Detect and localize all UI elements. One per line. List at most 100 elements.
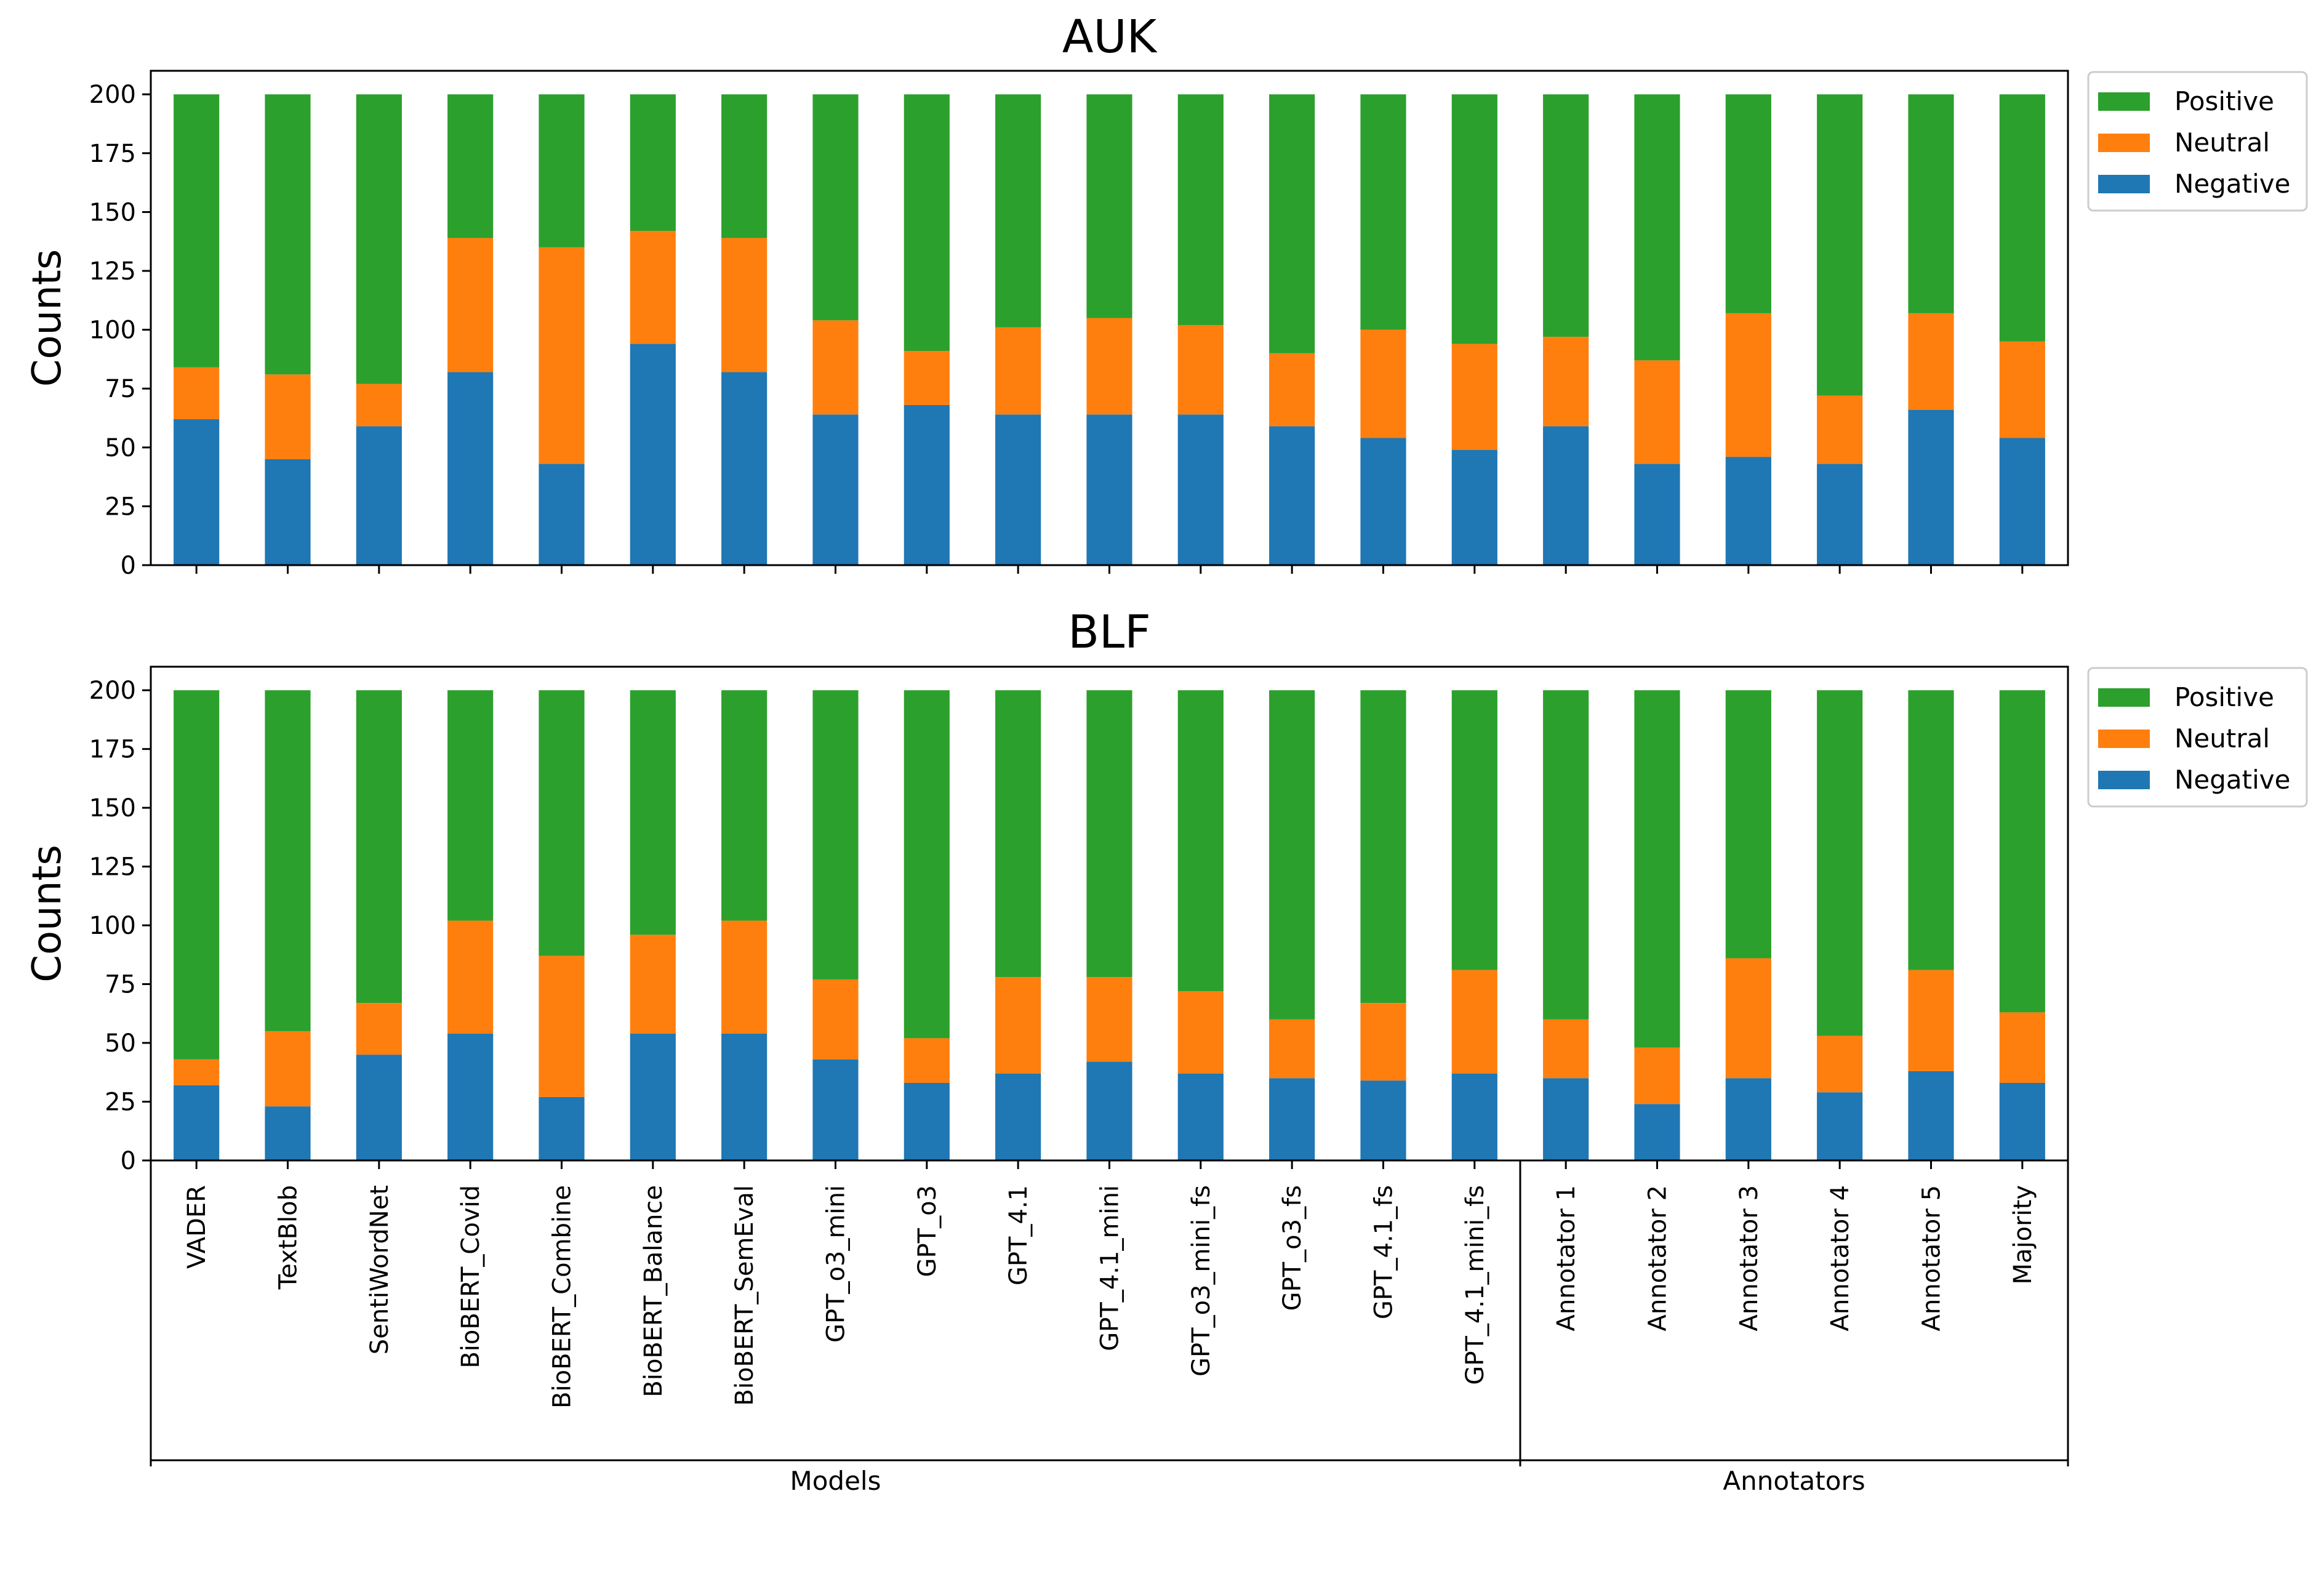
bar-neutral (539, 247, 585, 464)
bar-neutral (1725, 313, 1771, 457)
bar-neutral (1725, 958, 1771, 1079)
bar-neutral (1543, 337, 1589, 427)
bar-neutral (1451, 344, 1497, 450)
x-tick-label: BioBERT_Covid (457, 1185, 485, 1369)
bar-negative (1634, 464, 1680, 565)
x-tick-label: Majority (2009, 1185, 2037, 1285)
bar-negative (539, 464, 585, 565)
y-tick-label: 100 (89, 316, 136, 345)
y-tick-label: 125 (89, 853, 136, 882)
chart-auk: AUK Counts 0 25 50 75 100 125 150 175 200 Positive N… (25, 10, 2308, 580)
bar-negative (356, 426, 402, 565)
x-tick-label: VADER (183, 1185, 211, 1269)
x-tick-label: GPT_o3_mini (822, 1185, 851, 1343)
bar-negative (265, 1106, 311, 1160)
bar-positive (1725, 94, 1771, 313)
bar-negative (1086, 414, 1132, 565)
bar-neutral (1999, 341, 2045, 438)
x-tick-label: TextBlob (274, 1185, 303, 1290)
x-tick-label: BioBERT_Combine (548, 1185, 577, 1409)
bar-neutral (1451, 970, 1497, 1074)
x-tick-label: BioBERT_Balance (639, 1185, 668, 1397)
bar-neutral (904, 1038, 950, 1083)
bar-negative (174, 1085, 220, 1160)
legend-swatch-neutral (2098, 730, 2150, 748)
bars (174, 94, 2045, 565)
legend-swatch-positive (2098, 688, 2150, 707)
bar-neutral (265, 1031, 311, 1107)
x-tick-label: Annotator 5 (1918, 1185, 1946, 1332)
bar-negative (1725, 457, 1771, 565)
legend: Positive Neutral Negative (2087, 667, 2308, 808)
y-tick-label: 200 (89, 677, 136, 705)
x-tick-label: SentiWordNet (366, 1185, 394, 1354)
bar-neutral (1908, 313, 1954, 410)
y-tick-label: 100 (89, 912, 136, 940)
bar-neutral (630, 935, 676, 1034)
legend: Positive Neutral Negative (2087, 71, 2308, 212)
bars (174, 690, 2045, 1160)
bar-negative (1999, 438, 2045, 565)
bar-positive (812, 94, 859, 321)
bar-positive (1817, 690, 1863, 1036)
bar-neutral (447, 920, 494, 1034)
bar-positive (1086, 94, 1132, 318)
bar-positive (904, 690, 950, 1039)
y-tick-label: 25 (105, 492, 136, 521)
y-tick-label: 75 (105, 971, 136, 999)
bar-positive (1908, 690, 1954, 970)
bar-positive (721, 690, 767, 921)
bar-positive (1269, 94, 1315, 353)
bar-neutral (1817, 395, 1863, 464)
bar-positive (447, 94, 494, 238)
x-tick-label: GPT_o3_mini_fs (1187, 1185, 1216, 1377)
legend-label-negative: Negative (2174, 765, 2291, 795)
bar-negative (721, 1033, 767, 1160)
bar-neutral (904, 351, 950, 405)
bar-negative (812, 1059, 859, 1160)
bar-negative (1177, 414, 1224, 565)
bar-negative (904, 1082, 950, 1160)
legend-label-negative: Negative (2174, 169, 2291, 199)
y-tick-label: 175 (89, 736, 136, 764)
bar-positive (265, 690, 311, 1031)
bar-neutral (995, 977, 1041, 1074)
bar-neutral (539, 955, 585, 1097)
bar-neutral (1543, 1019, 1589, 1079)
y-tick-label: 200 (89, 81, 136, 109)
bar-negative (1086, 1061, 1132, 1160)
bar-positive (1269, 690, 1315, 1019)
bar-negative (447, 372, 494, 565)
bar-negative (1360, 438, 1406, 565)
x-tick-label: BioBERT_SemEval (731, 1185, 759, 1406)
bar-negative (995, 1073, 1041, 1160)
bar-positive (1543, 690, 1589, 1019)
bar-positive (721, 94, 767, 238)
x-tick-label: Annotator 3 (1735, 1185, 1763, 1332)
bar-positive (1177, 94, 1224, 325)
bar-positive (1360, 690, 1406, 1003)
y-tick-label: 75 (105, 375, 136, 403)
bar-positive (539, 690, 585, 956)
bar-neutral (174, 367, 220, 419)
bar-positive (1177, 690, 1224, 992)
bar-negative (1177, 1073, 1224, 1160)
bar-neutral (721, 238, 767, 372)
y-tick-label: 25 (105, 1088, 136, 1117)
legend-label-positive: Positive (2174, 86, 2274, 116)
bar-neutral (1634, 360, 1680, 464)
bar-positive (995, 690, 1041, 978)
bar-positive (1634, 94, 1680, 361)
bar-neutral (1908, 970, 1954, 1071)
x-tick-label: GPT_4.1_fs (1370, 1185, 1398, 1319)
bar-neutral (1177, 991, 1224, 1074)
bar-negative (265, 459, 311, 565)
bar-positive (995, 94, 1041, 328)
bar-positive (1908, 94, 1954, 313)
bar-neutral (1817, 1035, 1863, 1093)
x-tick-label: GPT_4.1_mini (1096, 1185, 1124, 1351)
bar-positive (356, 94, 402, 384)
bar-negative (1725, 1078, 1771, 1160)
bar-neutral (356, 1003, 402, 1055)
bar-negative (1634, 1104, 1680, 1160)
